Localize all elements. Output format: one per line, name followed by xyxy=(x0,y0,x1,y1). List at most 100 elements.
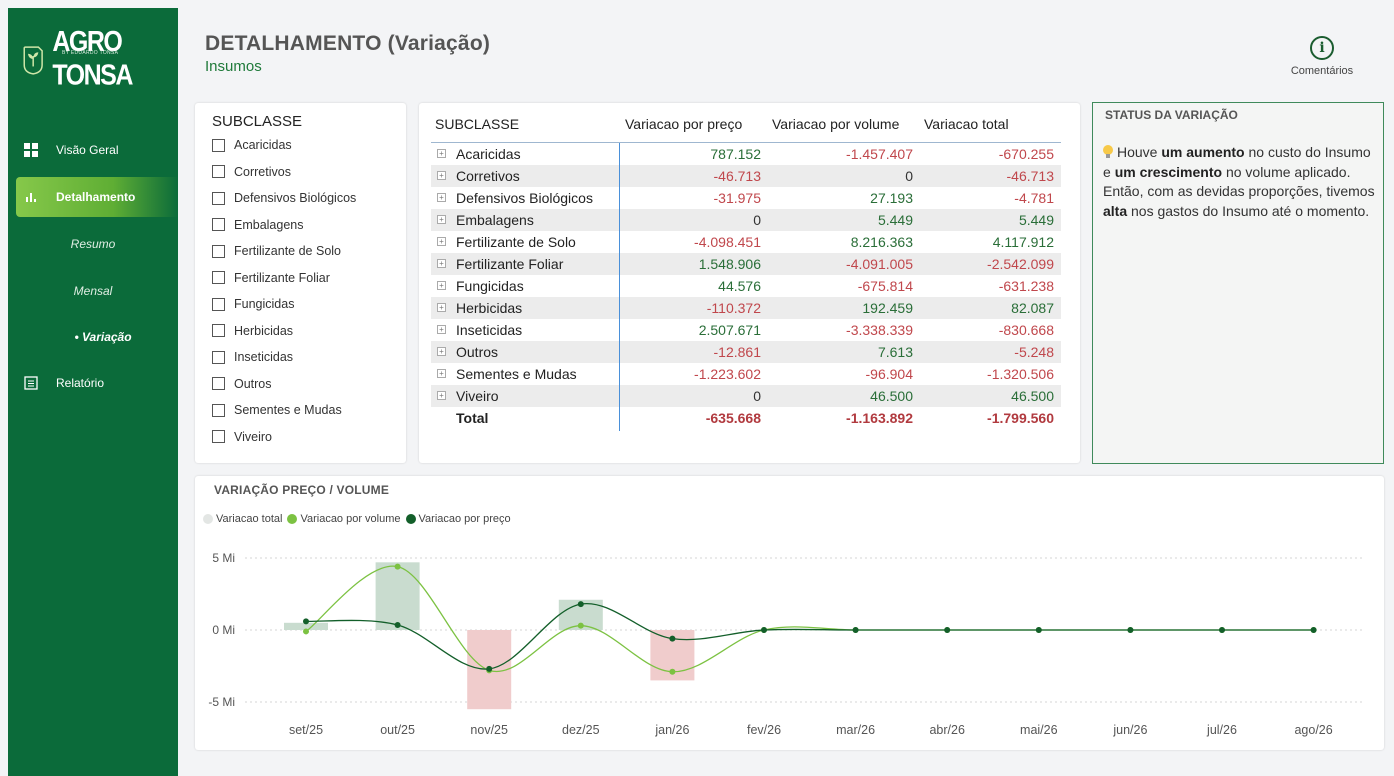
nav-sub-mensal[interactable]: Mensal xyxy=(73,284,113,298)
table-row[interactable]: + Sementes e Mudas -1.223.602 -96.904 -1.320… xyxy=(431,363,1061,385)
table-row[interactable]: + Fungicidas 44.576 -675.814 -631.238 xyxy=(431,275,1061,297)
checkbox[interactable] xyxy=(212,377,225,390)
comments-button[interactable]: i Comentários xyxy=(1282,36,1362,77)
nav-sub-resumo[interactable]: Resumo xyxy=(70,237,116,251)
nav-relatorio[interactable]: Relatório xyxy=(8,363,178,403)
col-header-subclasse[interactable]: SUBCLASSE xyxy=(435,116,520,132)
checkbox[interactable] xyxy=(212,244,225,258)
legend-item-preco[interactable]: Variacao por preço xyxy=(405,513,511,525)
row-name: Viveiro xyxy=(456,388,499,404)
line-variacao-preco-point xyxy=(1310,627,1317,633)
checkbox[interactable] xyxy=(212,138,225,152)
cell-total: -1.799.560 xyxy=(987,410,1054,426)
page-title: DETALHAMENTO (Variação) xyxy=(205,32,491,55)
cell-volume: 27.193 xyxy=(870,190,913,206)
expand-icon[interactable]: + xyxy=(437,171,446,180)
cell-preco: -4.098.451 xyxy=(694,234,761,250)
checkbox[interactable] xyxy=(212,271,225,284)
checkbox[interactable] xyxy=(212,165,225,178)
expand-icon[interactable]: + xyxy=(437,303,446,312)
slicer-option[interactable]: Fertilizante de Solo xyxy=(212,244,341,258)
subclasse-slicer: SUBCLASSE Acaricidas Corretivos Defensivos… xyxy=(195,103,406,463)
chart-title: VARIAÇÃO PREÇO / VOLUME xyxy=(214,483,390,497)
checkbox[interactable] xyxy=(212,218,225,231)
table-row[interactable]: + Acaricidas 787.152 -1.457.407 -670.255 xyxy=(431,143,1061,165)
col-header-volume[interactable]: Variacao por volume xyxy=(772,116,900,132)
table-row[interactable]: + Fertilizante de Solo -4.098.451 8.216.363… xyxy=(431,231,1061,253)
legend-label: Variacao por volume xyxy=(300,513,401,525)
line-variacao-preco-point xyxy=(577,601,584,608)
legend-label: Variacao por preço xyxy=(418,513,511,525)
slicer-option[interactable]: Herbicidas xyxy=(212,324,293,338)
checkbox[interactable] xyxy=(212,324,225,337)
x-tick-label: abr/26 xyxy=(929,723,964,737)
x-tick-label: fev/26 xyxy=(747,723,781,737)
table-row[interactable]: + Defensivos Biológicos -31.975 27.193 -4.78… xyxy=(431,187,1061,209)
slicer-option[interactable]: Embalagens xyxy=(212,218,304,232)
cell-volume: -96.904 xyxy=(865,366,913,382)
expand-icon[interactable]: + xyxy=(437,259,446,268)
expand-icon[interactable]: + xyxy=(437,281,446,290)
table-row[interactable]: + Outros -12.861 7.613 -5.248 xyxy=(431,341,1061,363)
slicer-option[interactable]: Corretivos xyxy=(212,165,291,179)
expand-icon[interactable]: + xyxy=(437,193,446,202)
cell-preco: -31.975 xyxy=(713,190,761,206)
legend-item-total[interactable]: Variacao total xyxy=(203,513,282,525)
slicer-option[interactable]: Fertilizante Foliar xyxy=(212,271,330,285)
line-variacao-volume-point xyxy=(394,563,401,570)
expand-icon[interactable]: + xyxy=(437,369,446,378)
sidebar: AGRO TONSA BY EDUARDO TONSA Visão Geral … xyxy=(8,8,178,776)
nav-detalhamento[interactable]: Detalhamento xyxy=(16,177,178,217)
cell-volume: 0 xyxy=(905,168,913,184)
cell-preco: -46.713 xyxy=(713,168,761,184)
expand-icon[interactable]: + xyxy=(437,347,446,356)
nav-visao-geral[interactable]: Visão Geral xyxy=(8,130,178,170)
slicer-option[interactable]: Viveiro xyxy=(212,430,272,444)
slicer-option[interactable]: Outros xyxy=(212,377,272,391)
col-header-preco[interactable]: Variacao por preço xyxy=(625,116,743,132)
cell-total: -830.668 xyxy=(998,322,1054,338)
cell-total: -4.781 xyxy=(1014,190,1054,206)
table-row[interactable]: + Corretivos -46.713 0 -46.713 xyxy=(431,165,1061,187)
table-row[interactable]: + Fertilizante Foliar 1.548.906 -4.091.005 -… xyxy=(431,253,1061,275)
checkbox[interactable] xyxy=(212,191,225,205)
slicer-option[interactable]: Defensivos Biológicos xyxy=(212,191,356,205)
x-tick-label: mai/26 xyxy=(1020,723,1058,737)
col-header-total[interactable]: Variacao total xyxy=(924,116,1009,132)
expand-icon[interactable]: + xyxy=(437,325,446,334)
slicer-option[interactable]: Inseticidas xyxy=(212,350,293,364)
checkbox[interactable] xyxy=(212,350,225,364)
checkbox[interactable] xyxy=(212,430,225,443)
row-name: Sementes e Mudas xyxy=(456,366,577,382)
row-name: Fungicidas xyxy=(456,278,524,294)
nav-sub-variacao[interactable]: • Variação xyxy=(74,330,132,344)
table-row[interactable]: + Inseticidas 2.507.671 -3.338.339 -830.668 xyxy=(431,319,1061,341)
table-row[interactable]: + Embalagens 0 5.449 5.449 xyxy=(431,209,1061,231)
slicer-option[interactable]: Acaricidas xyxy=(212,138,292,152)
legend-item-volume[interactable]: Variacao por volume xyxy=(287,513,401,525)
slicer-option[interactable]: Fungicidas xyxy=(212,297,294,311)
checkbox[interactable] xyxy=(212,297,225,311)
checkbox[interactable] xyxy=(212,403,225,417)
legend-label: Variacao total xyxy=(216,513,283,525)
variation-chart: VARIAÇÃO PREÇO / VOLUME Variacao total V… xyxy=(195,476,1384,750)
row-name: Total xyxy=(456,410,489,426)
table-row[interactable]: + Viveiro 0 46.500 46.500 xyxy=(431,385,1061,407)
expand-icon[interactable]: + xyxy=(437,391,446,400)
cell-preco: -110.372 xyxy=(706,300,761,316)
slicer-option-label: Inseticidas xyxy=(234,350,294,364)
status-text-part: Houve xyxy=(1117,144,1162,160)
row-name: Defensivos Biológicos xyxy=(456,190,593,206)
expand-icon[interactable]: + xyxy=(437,237,446,246)
expand-icon[interactable]: + xyxy=(437,149,446,158)
lightbulb-icon xyxy=(1103,145,1113,158)
total-row: Total -635.668 -1.163.892 -1.799.560 xyxy=(431,407,1061,429)
legend-dot xyxy=(287,514,298,524)
slicer-option[interactable]: Sementes e Mudas xyxy=(212,403,342,417)
table-row[interactable]: + Herbicidas -110.372 192.459 82.087 xyxy=(431,297,1061,319)
x-tick-label: jan/26 xyxy=(654,723,689,737)
slicer-option-label: Fungicidas xyxy=(234,297,295,311)
expand-icon[interactable]: + xyxy=(437,215,446,224)
line-variacao-volume-point xyxy=(669,668,676,675)
legend-dot xyxy=(203,514,213,524)
